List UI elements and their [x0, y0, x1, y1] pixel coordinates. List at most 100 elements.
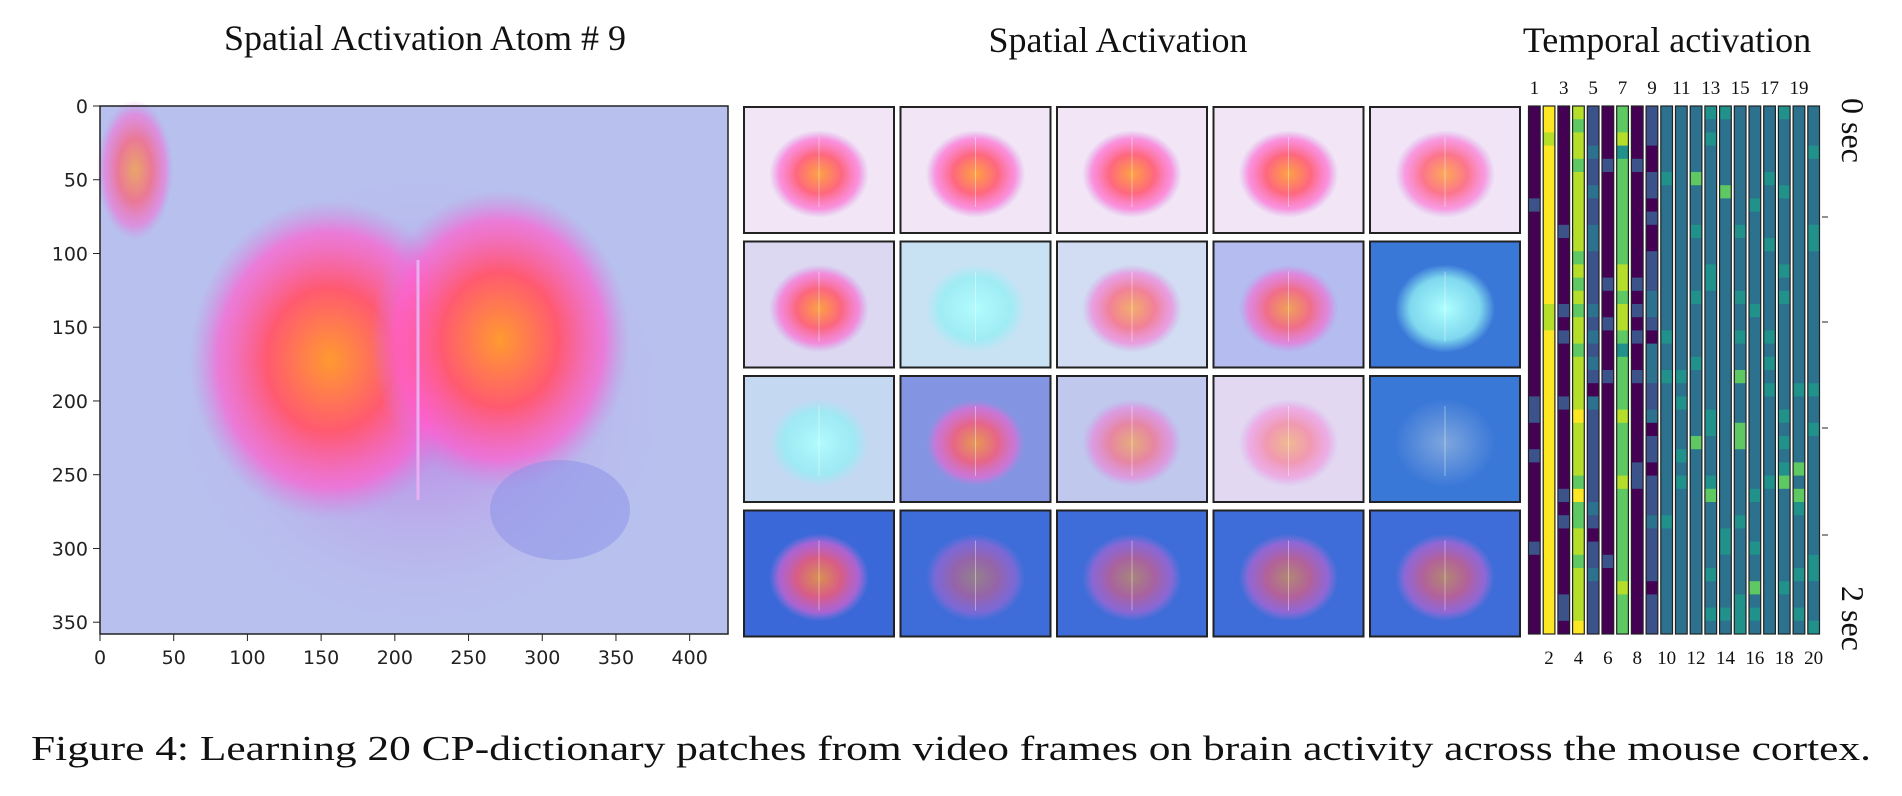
heat-cell [1690, 343, 1702, 358]
heat-cell [1646, 106, 1658, 120]
heat-cell [1749, 290, 1761, 305]
heat-cell [1734, 396, 1746, 411]
heat-cell [1602, 317, 1614, 331]
heat-cell [1660, 251, 1673, 265]
heat-cell [1763, 568, 1776, 582]
heat-cell [1528, 106, 1541, 120]
heat-cell [1807, 238, 1820, 252]
heat-column-frame [1586, 105, 1600, 635]
heat-cell [1807, 211, 1820, 226]
heat-cell [1572, 568, 1585, 582]
heat-cell [1675, 422, 1688, 437]
column-label: 17 [1760, 78, 1779, 99]
heat-cell [1807, 422, 1820, 437]
heat-cell [1704, 554, 1717, 569]
x-tick-label: 100 [229, 647, 265, 669]
heat-cell [1778, 317, 1791, 331]
heat-cell [1690, 581, 1702, 595]
heat-cell [1631, 290, 1644, 305]
heat-cell [1734, 436, 1746, 450]
tile-blob [925, 399, 1026, 487]
heat-cell [1763, 317, 1776, 331]
heat-cell [1734, 330, 1746, 345]
heat-cell [1572, 620, 1585, 635]
heat-cell [1543, 383, 1555, 397]
heat-cell [1572, 158, 1585, 173]
heat-cell [1763, 528, 1776, 543]
heat-cell [1543, 528, 1555, 543]
heat-column-frame [1763, 105, 1776, 635]
heat-cell [1793, 330, 1805, 345]
heat-cell [1602, 607, 1614, 622]
heat-cell [1675, 356, 1688, 371]
heat-cell [1719, 370, 1732, 384]
heat-cell [1646, 422, 1658, 437]
heat-cell [1557, 594, 1570, 609]
heat-cell [1572, 356, 1585, 371]
tile-blob [1238, 399, 1339, 487]
heat-cell [1793, 119, 1805, 133]
heat-cell [1602, 290, 1614, 305]
heat-cell [1646, 515, 1658, 529]
column-label: 7 [1618, 78, 1628, 99]
heat-cell [1587, 277, 1599, 292]
column-label: 15 [1731, 78, 1750, 99]
heat-cell [1557, 119, 1570, 133]
heat-cell [1690, 317, 1702, 331]
heat-cell [1763, 172, 1776, 186]
heat-cell [1646, 396, 1658, 411]
heat-cell [1616, 541, 1629, 556]
heat-cell [1543, 119, 1555, 133]
x-tick-label: 50 [162, 647, 186, 669]
heat-cell [1528, 409, 1541, 424]
heat-cell [1778, 541, 1791, 556]
heat-cell [1660, 541, 1673, 556]
heat-cell [1587, 304, 1599, 318]
tile-blob [1082, 399, 1182, 487]
heat-cell [1704, 475, 1717, 490]
tile-frame [1212, 106, 1365, 234]
heat-cell [1704, 449, 1717, 463]
heat-cell [1631, 330, 1644, 345]
heat-cell [1690, 185, 1702, 199]
heat-cell [1616, 330, 1629, 345]
heat-cell [1749, 568, 1761, 582]
heat-cell [1616, 290, 1629, 305]
heat-cell [1675, 211, 1688, 226]
heat-cell [1704, 581, 1717, 595]
heat-cell [1572, 290, 1585, 305]
heat-cell [1763, 502, 1776, 516]
y-tick-label: 100 [52, 243, 88, 265]
heat-cell [1719, 106, 1732, 120]
heat-cell [1587, 568, 1599, 582]
heat-cell [1749, 264, 1761, 279]
heat-cell [1763, 277, 1776, 292]
heat-cell [1587, 488, 1599, 503]
heat-cell [1572, 251, 1585, 265]
heat-cell [1778, 264, 1791, 279]
x-tick-label: 350 [598, 647, 634, 669]
heat-cell [1602, 132, 1614, 147]
heat-cell [1602, 462, 1614, 477]
heat-cell [1778, 132, 1791, 147]
heat-cell [1763, 356, 1776, 371]
heat-cell [1734, 409, 1746, 424]
heat-cell [1778, 383, 1791, 397]
heat-cell [1763, 211, 1776, 226]
heat-cell [1807, 409, 1820, 424]
heat-cell [1587, 515, 1599, 529]
heat-cell [1763, 554, 1776, 569]
heat-cell [1704, 132, 1717, 147]
heat-cell [1572, 462, 1585, 477]
tile-frame [743, 509, 895, 638]
heat-cell [1543, 106, 1555, 120]
heat-cell [1734, 607, 1746, 622]
heat-column-frame [1748, 105, 1762, 635]
heat-cell [1807, 290, 1820, 305]
heat-cell [1543, 449, 1555, 463]
heat-cell [1719, 145, 1732, 160]
heat-cell [1690, 568, 1702, 582]
heat-cell [1602, 475, 1614, 490]
heat-cell [1660, 581, 1673, 595]
